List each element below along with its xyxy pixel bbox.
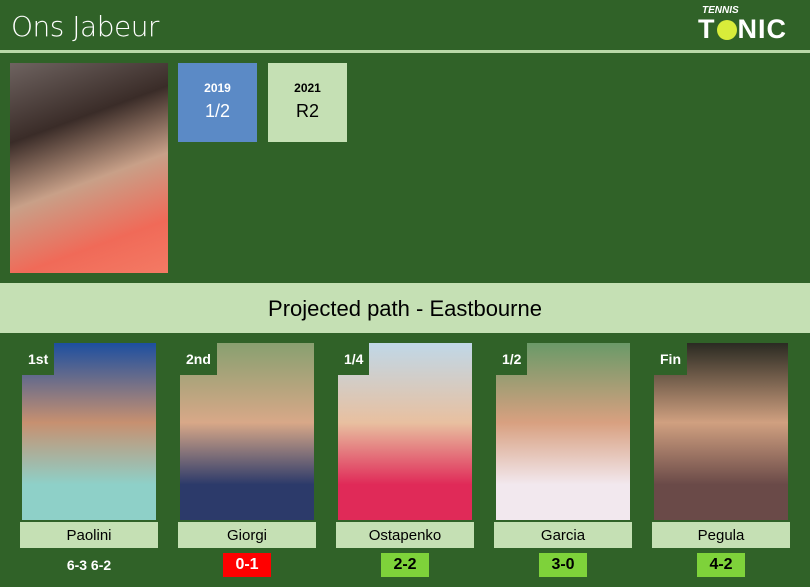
opponent-card: 1/4 Ostapenko 2-2 — [336, 343, 474, 577]
opponent-photo: 1st — [22, 343, 156, 520]
player-photo — [10, 63, 168, 273]
opponent-name: Paolini — [20, 522, 158, 548]
h2h-score: 4-2 — [697, 553, 745, 577]
opponent-name: Garcia — [494, 522, 632, 548]
round-label: 1/4 — [338, 343, 370, 375]
h2h-score: 3-0 — [539, 553, 587, 577]
opponent-photo: 1/2 — [496, 343, 630, 520]
opponent-card: Fin Pegula 4-2 — [652, 343, 790, 577]
match-score: 6-3 6-2 — [66, 557, 112, 573]
page-title: Ons Jabeur — [11, 10, 159, 43]
tennis-ball-icon — [716, 20, 737, 40]
opponent-card: 2nd Giorgi 0-1 — [178, 343, 316, 577]
history-2021: 2021 R2 — [268, 63, 347, 142]
opponent-card: 1st Paolini 6-3 6-2 — [20, 343, 158, 577]
h2h-score: 2-2 — [381, 553, 429, 577]
round-label: 1st — [22, 343, 55, 375]
opponent-photo: Fin — [654, 343, 788, 520]
tennis-tonic-logo[interactable]: TENNIS T NIC — [698, 5, 787, 44]
opponent-photo: 2nd — [180, 343, 314, 520]
opponent-name: Pegula — [652, 522, 790, 548]
opponent-card: 1/2 Garcia 3-0 — [494, 343, 632, 577]
h2h-score: 0-1 — [223, 553, 271, 577]
opponent-name: Ostapenko — [336, 522, 474, 548]
section-banner: Projected path - Eastbourne — [0, 283, 810, 333]
opponent-photo: 1/4 — [338, 343, 472, 520]
divider — [0, 50, 810, 53]
round-label: 1/2 — [496, 343, 528, 375]
history-2019: 2019 1/2 — [178, 63, 257, 142]
round-label: 2nd — [180, 343, 217, 375]
round-label: Fin — [654, 343, 687, 375]
opponent-name: Giorgi — [178, 522, 316, 548]
